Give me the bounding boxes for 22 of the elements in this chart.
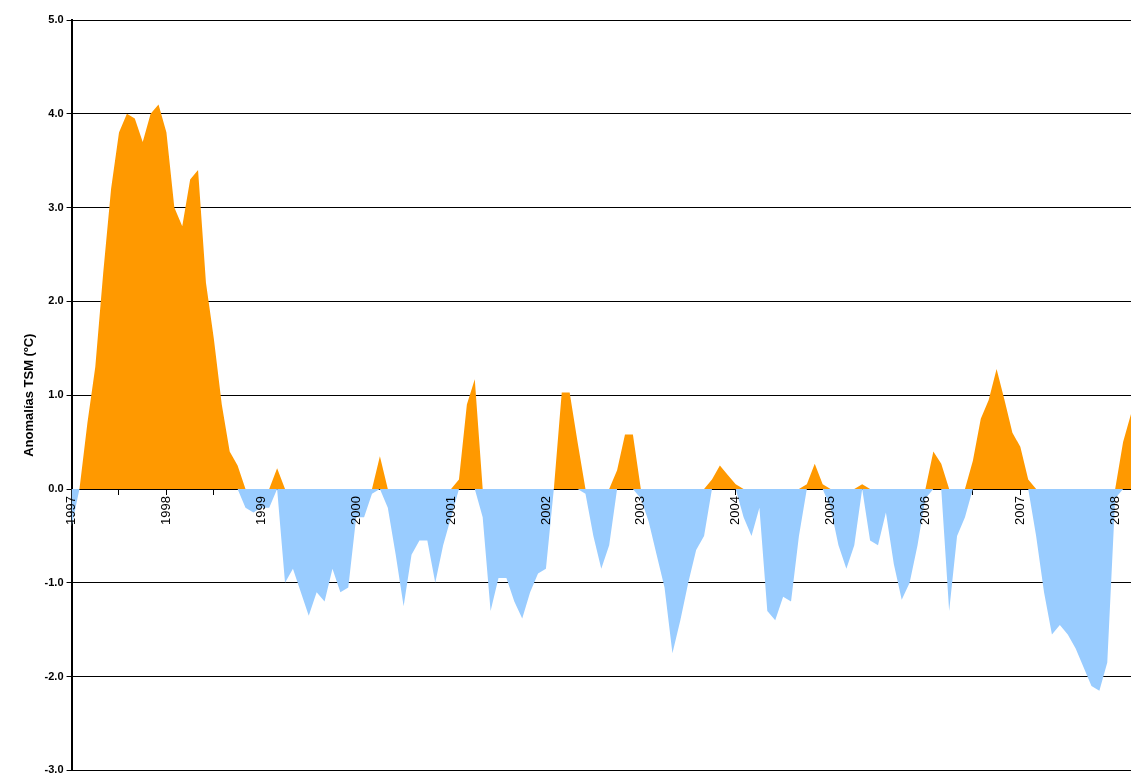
x-tick-label: 2008 xyxy=(1106,496,1122,525)
y-axis-title: Anomalías TSM (ºC) xyxy=(21,333,37,457)
y-tick-label: 1.0 xyxy=(48,388,64,401)
x-tick-label: 2002 xyxy=(537,496,553,525)
x-tick-label: 2006 xyxy=(917,496,933,525)
x-tick-label: 1999 xyxy=(252,496,268,525)
y-tick-label: 3.0 xyxy=(48,200,64,213)
x-tick-label: 1997 xyxy=(63,496,79,525)
x-tick-label: 2000 xyxy=(347,496,363,525)
x-tick-label: 2001 xyxy=(442,496,458,525)
x-tick-label: 2007 xyxy=(1011,496,1027,525)
y-tick-label: 2.0 xyxy=(48,294,64,307)
x-tick-label: 2003 xyxy=(632,496,648,525)
y-tick-label: -1.0 xyxy=(44,575,64,588)
y-tick-label: -3.0 xyxy=(44,763,64,776)
y-tick-label: 0.0 xyxy=(48,482,64,495)
x-tick-label: 2005 xyxy=(822,496,838,525)
x-tick-label: 2004 xyxy=(727,496,743,525)
y-tick-label: 5.0 xyxy=(48,13,64,26)
y-tick-label: -2.0 xyxy=(44,669,64,682)
x-tick-label: 1998 xyxy=(158,496,174,525)
y-tick-label: 4.0 xyxy=(48,106,64,119)
